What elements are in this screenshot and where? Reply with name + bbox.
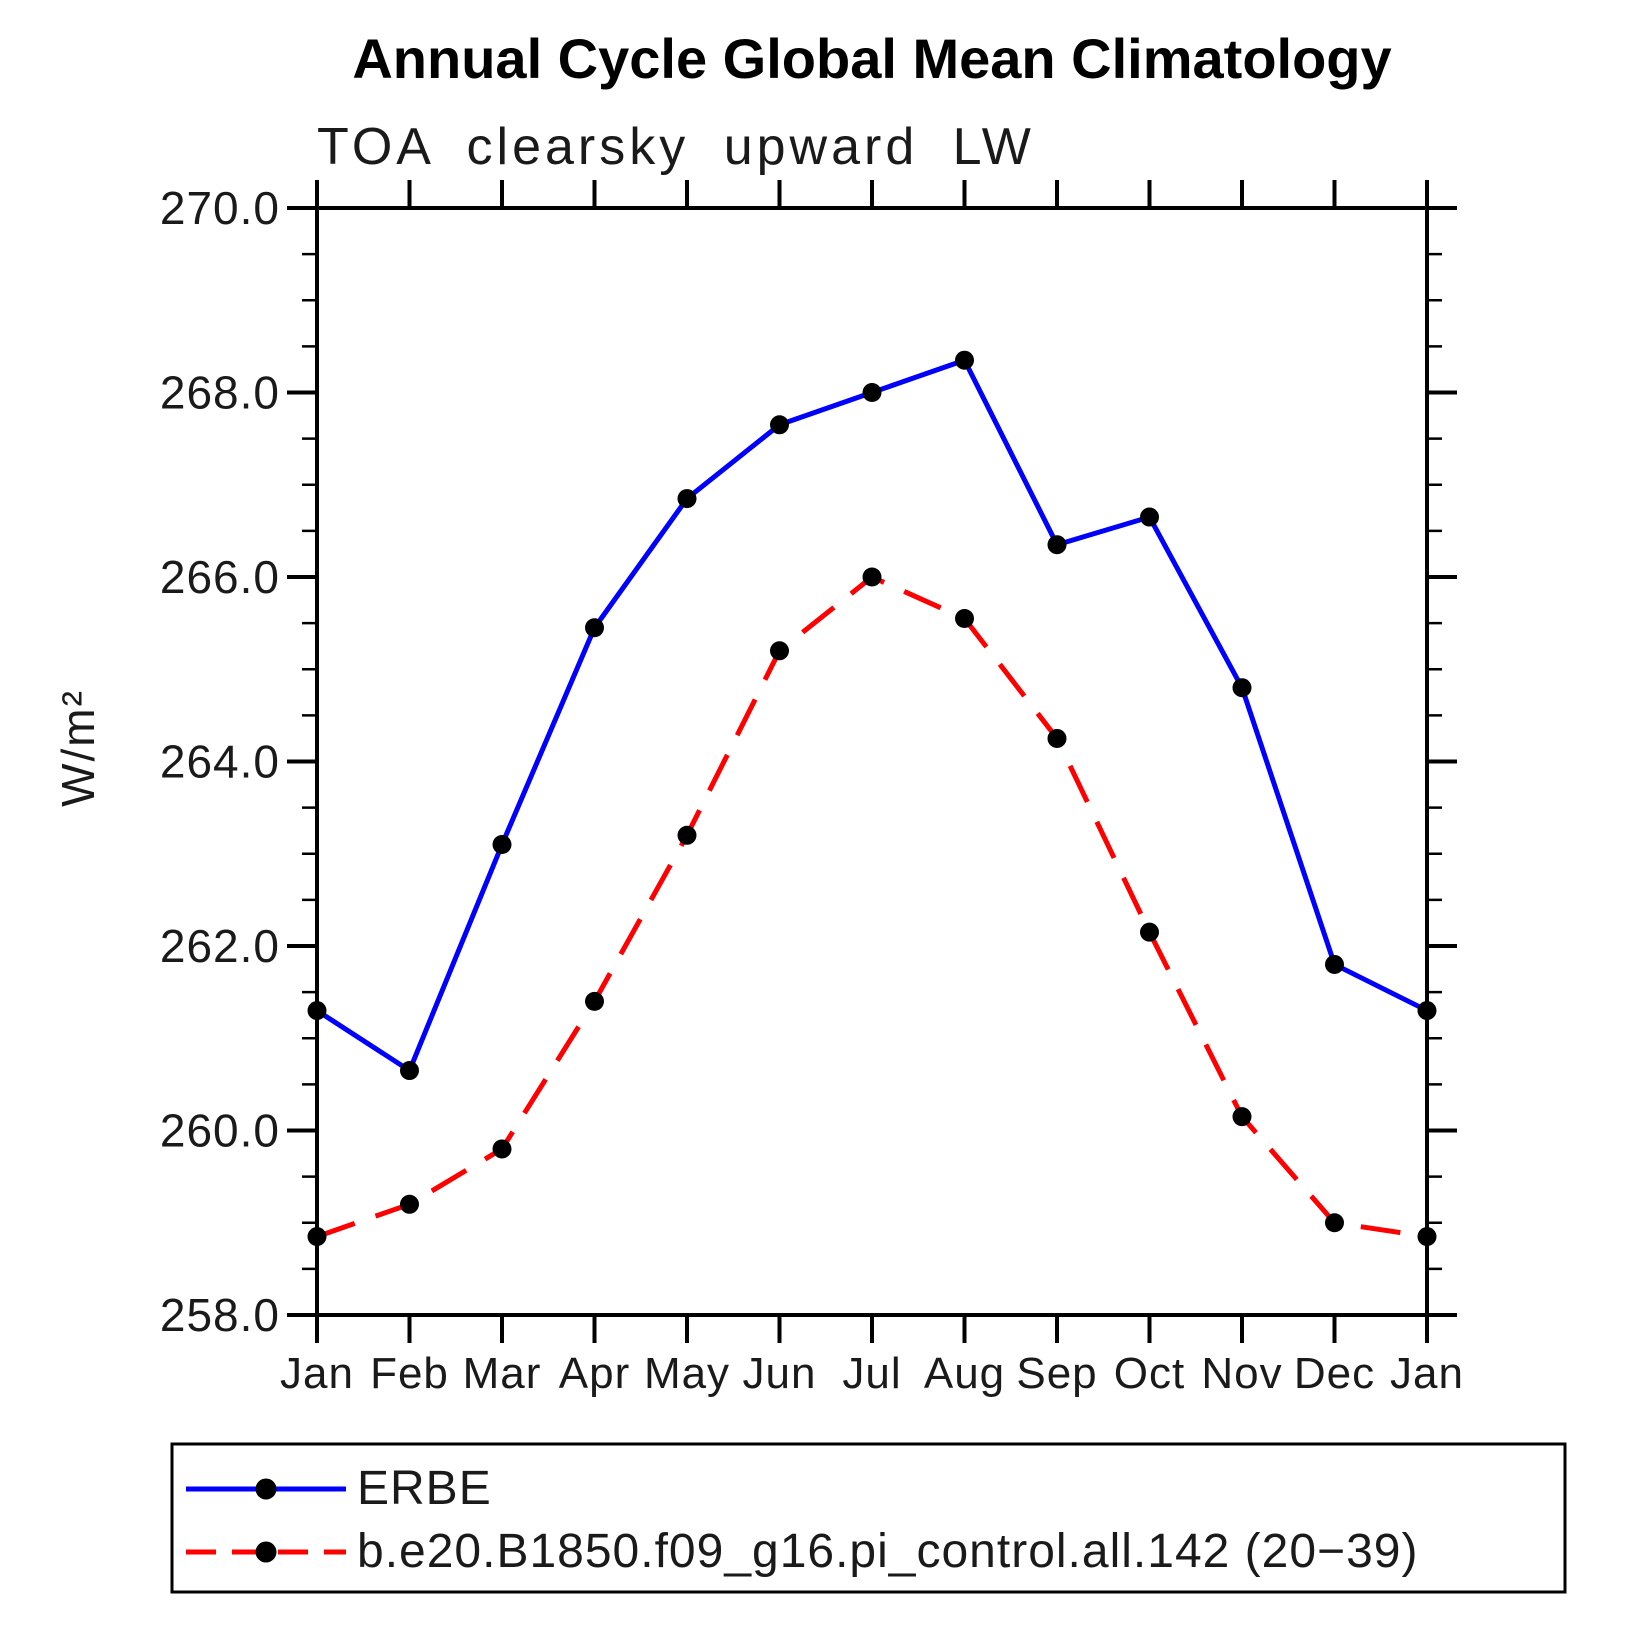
- x-tick-label: Mar: [463, 1349, 542, 1398]
- data-point-0-Jul: [862, 383, 882, 402]
- x-tick-label: Jul: [842, 1349, 901, 1398]
- legend-frame: [170, 1442, 1567, 1594]
- data-point-1-Dec: [1325, 1213, 1344, 1233]
- data-point-1-Nov: [1232, 1107, 1252, 1127]
- y-tick-label: 258.0: [160, 1289, 280, 1341]
- plot-area: Jan Feb Mar Apr May Jun Jul Aug Sep Oct Nov Dec Jan2…: [160, 180, 1464, 1398]
- x-tick-label: Jan: [1390, 1349, 1464, 1398]
- data-point-1-Sep: [1047, 728, 1067, 748]
- y-tick-label: 264.0: [160, 736, 280, 788]
- data-point-0-Feb: [400, 1061, 419, 1081]
- data-point-1-Jan: [1417, 1227, 1437, 1247]
- data-point-0-Jan: [1417, 1001, 1437, 1021]
- x-tick-label: Nov: [1201, 1349, 1282, 1398]
- data-point-1-Feb: [400, 1194, 419, 1214]
- data-point-0-Aug: [955, 350, 974, 370]
- legend-box: [170, 1442, 1567, 1594]
- x-tick-label: Jan: [280, 1349, 354, 1398]
- data-point-0-Dec: [1325, 954, 1344, 974]
- data-point-1-Apr: [585, 991, 604, 1011]
- x-tick-label: Aug: [924, 1349, 1005, 1398]
- data-point-1-Mar: [492, 1139, 512, 1159]
- data-point-0-Oct: [1140, 507, 1159, 527]
- data-point-0-Sep: [1047, 535, 1067, 555]
- data-point-0-Jun: [770, 415, 789, 435]
- x-tick-label: Dec: [1294, 1349, 1375, 1398]
- legend-label-model: b.e20.B1850.f09_g16.pi_control.all.142 (…: [357, 1525, 1419, 1578]
- y-axis-label: W/m²: [52, 689, 104, 807]
- series-line-1: [316, 574, 1428, 1240]
- data-point-0-Nov: [1232, 678, 1252, 698]
- chart-subtitle: TOA clearsky upward LW: [317, 118, 1035, 176]
- x-tick-label: Apr: [559, 1349, 630, 1398]
- legend-marker-dot-1: [255, 1541, 277, 1563]
- series-line-0: [315, 357, 1429, 1074]
- x-tick-label: Oct: [1114, 1349, 1185, 1398]
- x-tick-label: Feb: [370, 1349, 449, 1398]
- data-point-0-Jan: [307, 1001, 327, 1021]
- x-tick-label: Jun: [743, 1349, 817, 1398]
- y-tick-label: 262.0: [160, 920, 280, 972]
- legend-marker-dot-0: [255, 1478, 277, 1500]
- data-point-1-Oct: [1140, 922, 1159, 942]
- data-point-0-Mar: [492, 835, 512, 855]
- y-tick-label: 268.0: [160, 367, 280, 419]
- data-point-0-May: [677, 489, 697, 509]
- data-point-0-Apr: [585, 618, 604, 638]
- x-tick-label: Sep: [1016, 1349, 1097, 1398]
- y-tick-label: 270.0: [160, 182, 280, 234]
- data-point-1-May: [677, 825, 697, 845]
- legend-label-erbe: ERBE: [357, 1462, 492, 1515]
- data-point-1-Jun: [770, 641, 789, 661]
- data-point-1-Jul: [862, 567, 882, 587]
- data-point-1-Jan: [307, 1227, 327, 1247]
- x-tick-label: May: [644, 1349, 730, 1398]
- data-point-1-Aug: [955, 609, 974, 629]
- y-tick-label: 266.0: [160, 551, 280, 603]
- chart-title: Annual Cycle Global Mean Climatology: [352, 27, 1392, 90]
- y-tick-label: 260.0: [160, 1105, 280, 1157]
